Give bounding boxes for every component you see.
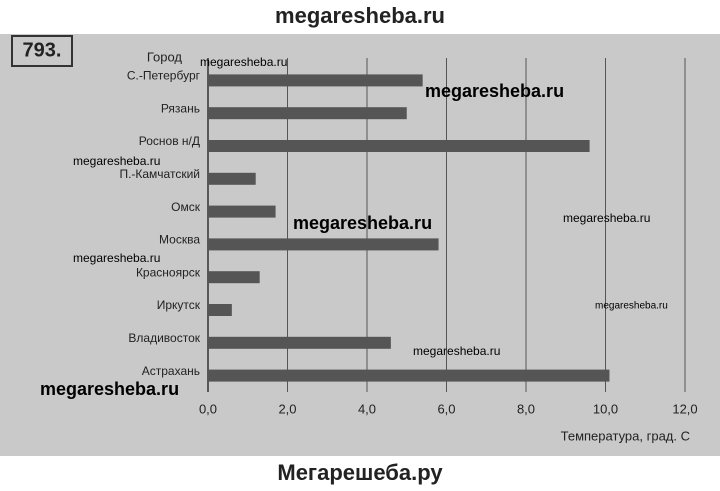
bar	[208, 140, 590, 152]
x-tick-label: 0,0	[199, 401, 217, 416]
x-tick-label: 2,0	[278, 401, 296, 416]
footer-band	[0, 456, 720, 491]
problem-number: 793.	[23, 39, 62, 61]
y-tick-label: Красноярск	[136, 265, 201, 279]
bar	[208, 205, 276, 218]
bar	[208, 304, 232, 316]
watermark: megaresheba.ru	[40, 379, 179, 399]
bar	[208, 238, 439, 251]
watermark: megaresheba.ru	[595, 301, 668, 312]
watermark: megaresheba.ru	[425, 81, 564, 101]
y-tick-label: Москва	[159, 233, 200, 247]
watermark: megaresheba.ru	[73, 251, 160, 265]
x-tick-label: 12,0	[672, 401, 697, 416]
footer: Мегарешеба.ру	[277, 460, 443, 485]
watermark: megaresheba.ru	[293, 213, 432, 233]
x-tick-label: 8,0	[517, 401, 535, 416]
y-tick-label: Иркутск	[157, 298, 201, 312]
y-tick-label: С.-Петербург	[127, 69, 201, 83]
x-tick-label: 4,0	[358, 401, 376, 416]
x-tick-label: 10,0	[593, 401, 618, 416]
bar	[208, 369, 610, 382]
number-box	[11, 35, 73, 67]
watermark: megaresheba.ru	[563, 211, 650, 225]
bar	[208, 107, 407, 120]
x-axis-title: Температура, град. С	[561, 428, 690, 443]
x-tick-label: 6,0	[437, 401, 455, 416]
watermark: megaresheba.ru	[73, 154, 160, 168]
bar	[208, 172, 256, 185]
bar	[208, 74, 423, 87]
bar	[208, 336, 391, 349]
y-tick-label: Роснов н/Д	[139, 134, 200, 148]
y-tick-label: Омск	[171, 200, 201, 214]
y-tick-label: П.-Камчатский	[119, 167, 200, 181]
bar	[208, 271, 260, 284]
y-tick-label: Астрахань	[142, 364, 200, 378]
header-band	[0, 0, 720, 34]
y-tick-label: Владивосток	[128, 331, 200, 345]
watermark: megaresheba.ru	[200, 55, 287, 69]
y-tick-label: Рязань	[161, 101, 200, 115]
watermark: megaresheba.ru	[413, 344, 500, 358]
y-axis-title: Город	[147, 49, 183, 64]
header: megaresheba.ru	[275, 3, 445, 28]
